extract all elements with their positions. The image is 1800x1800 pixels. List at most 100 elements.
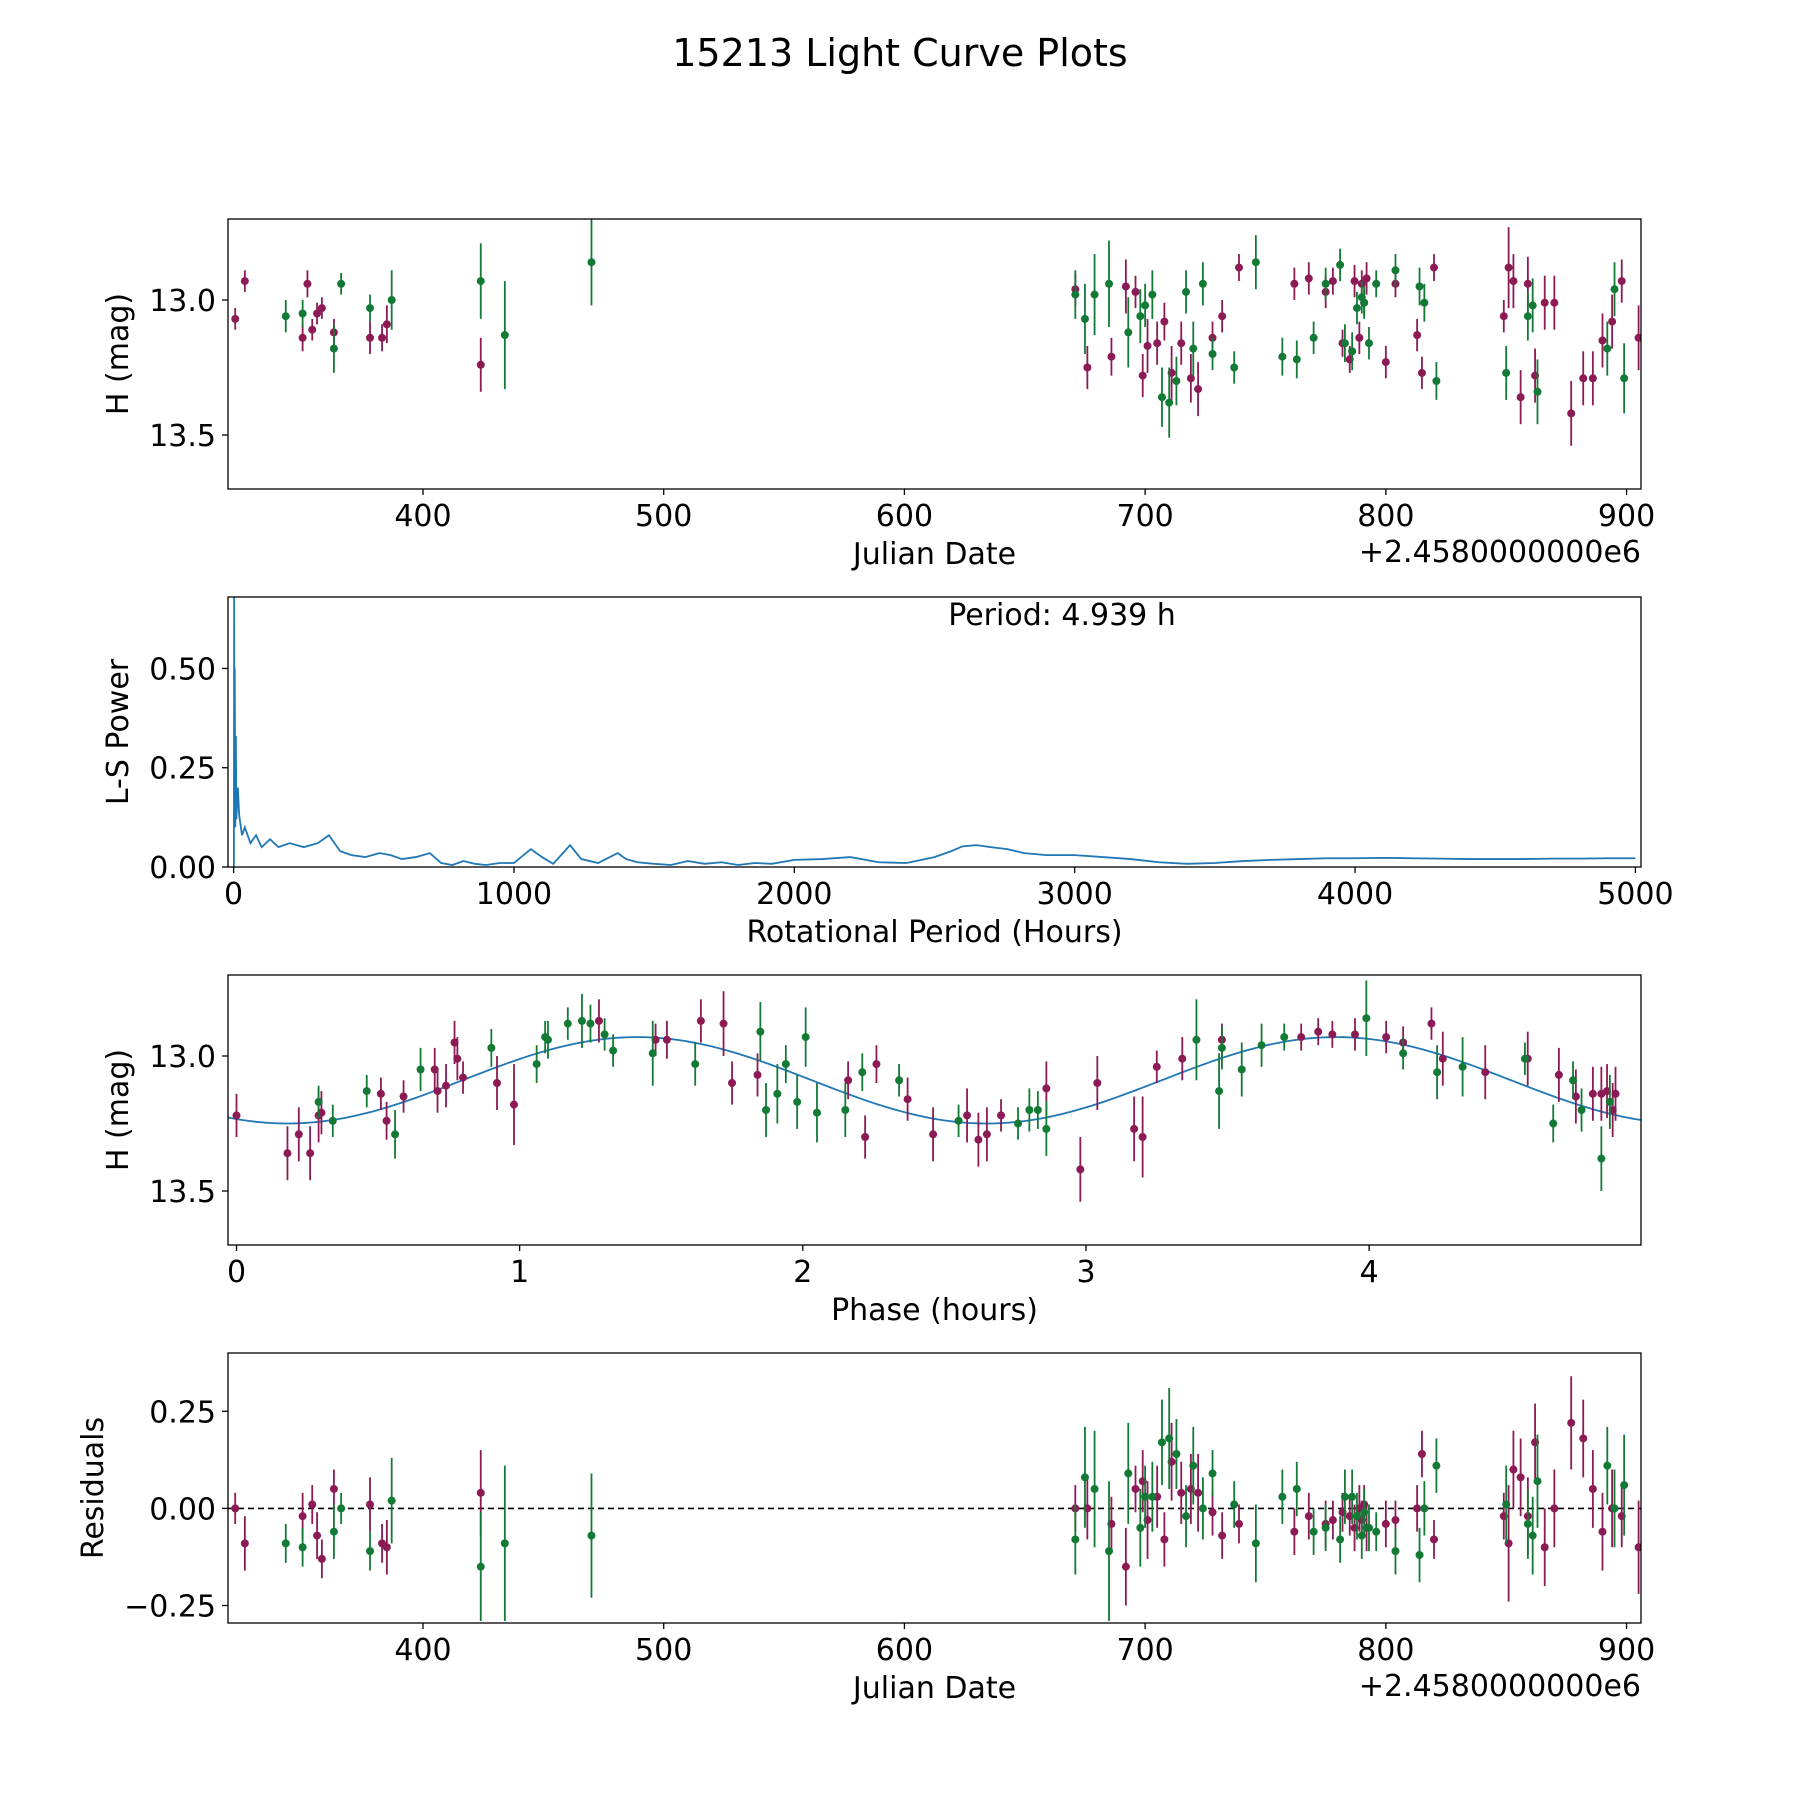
- band-2-point: [391, 1130, 400, 1139]
- band-2-point: [1391, 266, 1400, 275]
- band-1-point: [399, 1092, 408, 1101]
- band-2-point: [801, 1033, 810, 1042]
- band-2-point: [1280, 1033, 1289, 1042]
- band-2-point: [1148, 290, 1157, 299]
- x-tick-label: 500: [635, 499, 692, 534]
- band-1-point: [1540, 1543, 1549, 1552]
- band-1-point: [872, 1060, 881, 1069]
- band-2-point: [895, 1076, 904, 1085]
- band-1-point: [1290, 1527, 1299, 1536]
- x-tick-label: 600: [876, 499, 933, 534]
- band-1-point: [1194, 385, 1203, 394]
- band-2-point: [1458, 1062, 1467, 1071]
- band-1-point: [997, 1111, 1006, 1120]
- band-2-point: [298, 309, 307, 318]
- band-2-point: [1208, 1469, 1217, 1478]
- power-line: [232, 597, 1636, 867]
- y-tick-label: 0.50: [149, 652, 216, 687]
- band-2-point: [1432, 1461, 1441, 1470]
- band-1-point: [1297, 1033, 1306, 1042]
- band-2-point: [1157, 393, 1166, 402]
- band-1-point: [317, 304, 326, 313]
- band-2-point: [954, 1116, 963, 1125]
- x-offset-text: +2.4580000000e6: [1359, 1669, 1641, 1704]
- x-tick-label: 800: [1357, 1633, 1414, 1668]
- band-1-point: [903, 1095, 912, 1104]
- band-1-point: [1178, 1054, 1187, 1063]
- band-2-point: [1090, 1484, 1099, 1493]
- band-2-point: [1420, 298, 1429, 307]
- band-1-point: [1177, 1488, 1186, 1497]
- band-2-point: [1364, 1523, 1373, 1532]
- band-1-point: [1235, 263, 1244, 272]
- band-1-point: [1634, 1543, 1641, 1552]
- band-2-point: [1090, 290, 1099, 299]
- band-1-point: [1516, 393, 1525, 402]
- band-2-point: [1192, 1035, 1201, 1044]
- band-2-point: [1528, 301, 1537, 310]
- band-2-point: [1620, 1481, 1629, 1490]
- band-1-point: [1138, 1133, 1147, 1141]
- band-1-point: [929, 1130, 938, 1139]
- band-1-point: [382, 320, 391, 329]
- y-axis-label: Residuals: [76, 1417, 111, 1559]
- band-1-point: [1382, 1033, 1391, 1042]
- band-2-point: [577, 1016, 586, 1025]
- x-tick-label: 3000: [1036, 877, 1112, 912]
- band-2-point: [1136, 312, 1145, 321]
- band-2-point: [1372, 1527, 1381, 1536]
- band-1-point: [1417, 368, 1426, 377]
- periodogram-plot-area: [232, 597, 1636, 867]
- band-2-point: [1605, 1097, 1614, 1106]
- band-1-point: [329, 1484, 338, 1493]
- band-1-point: [753, 1070, 762, 1079]
- x-tick-label: 500: [635, 1633, 692, 1668]
- band-1-point: [294, 1130, 303, 1139]
- band-2-point: [1432, 377, 1441, 385]
- residuals-panel: 400 500 600 700 800 900 0.25 0.00 −0.25 Julian Da…: [76, 1352, 1655, 1706]
- band-2-point: [1157, 1438, 1166, 1447]
- lightcurve-plot-area: [231, 219, 1641, 446]
- band-1-point: [1130, 1124, 1139, 1133]
- band-2-point: [1340, 339, 1349, 348]
- x-tick-label: 3: [1076, 1255, 1095, 1290]
- band-2-point: [773, 1089, 782, 1098]
- band-2-point: [1549, 1119, 1558, 1128]
- x-tick-label: 2000: [756, 877, 832, 912]
- band-2-point: [487, 1043, 496, 1052]
- band-2-point: [1597, 1154, 1606, 1163]
- band-1-point: [442, 1081, 451, 1090]
- y-axis-label: L-S Power: [101, 658, 136, 805]
- band-2-point: [1528, 1531, 1537, 1540]
- band-1-point: [366, 333, 375, 342]
- band-2-point: [1340, 1492, 1349, 1501]
- band-2-point: [1360, 298, 1369, 307]
- band-1-point: [1598, 336, 1607, 345]
- x-axis-label: Phase (hours): [831, 1293, 1038, 1328]
- band-2-point: [1182, 1512, 1191, 1521]
- band-1-point: [1381, 358, 1390, 367]
- band-2-point: [1105, 279, 1114, 288]
- band-2-point: [1352, 304, 1361, 313]
- band-1-point: [240, 277, 249, 286]
- phased-panel: 0 1 2 3 4 13.5 13.0 Phase (hours) H (mag): [101, 974, 1642, 1328]
- band-1-point: [1608, 317, 1617, 326]
- residuals-axes-frame: [227, 1352, 1642, 1624]
- band-1-point: [1509, 1465, 1518, 1474]
- periodogram-axes-frame: [227, 596, 1642, 868]
- band-2-point: [476, 277, 485, 286]
- band-1-point: [1235, 1519, 1244, 1528]
- band-2-point: [1251, 1539, 1260, 1548]
- band-1-point: [1328, 1516, 1337, 1525]
- band-2-point: [1321, 1523, 1330, 1532]
- x-tick-label: 2: [793, 1255, 812, 1290]
- lightcurve-axes-frame: [227, 218, 1642, 490]
- x-tick-label: 700: [1116, 499, 1173, 534]
- band-2-point: [1257, 1041, 1266, 1050]
- band-1-point: [1550, 298, 1559, 307]
- y-tick-label: 0.25: [149, 752, 216, 787]
- phased-axes-frame: [227, 974, 1642, 1246]
- band-2-point: [1230, 1500, 1239, 1509]
- band-2-point: [1362, 1014, 1371, 1023]
- band-2-point: [1348, 1492, 1357, 1501]
